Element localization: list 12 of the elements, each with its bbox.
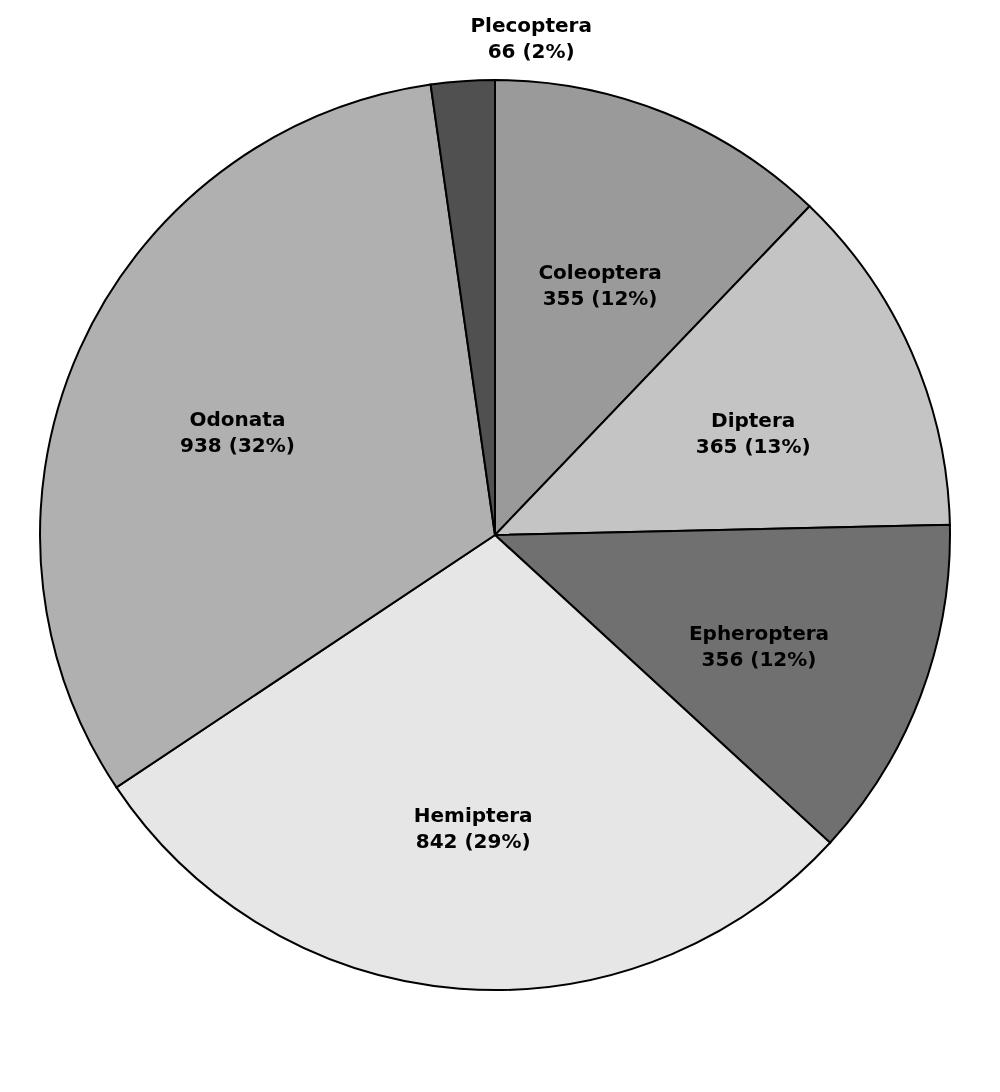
data-label: 938 (32%): [180, 432, 295, 457]
data-label: 356 (12%): [701, 647, 817, 672]
slice-label: Hemiptera: [413, 803, 533, 828]
slice-label: Odonata: [189, 406, 286, 431]
data-label: 842 (29%): [415, 829, 531, 854]
data-label: 365 (13%): [695, 434, 811, 459]
slice-label: Coleoptera: [538, 260, 662, 285]
data-label: 355 (12%): [542, 286, 658, 311]
slice-label: Plecoptera: [470, 13, 592, 38]
data-label: 66 (2%): [487, 39, 575, 64]
slice-label: Epheroptera: [688, 621, 830, 646]
slice-label: Diptera: [711, 408, 796, 433]
